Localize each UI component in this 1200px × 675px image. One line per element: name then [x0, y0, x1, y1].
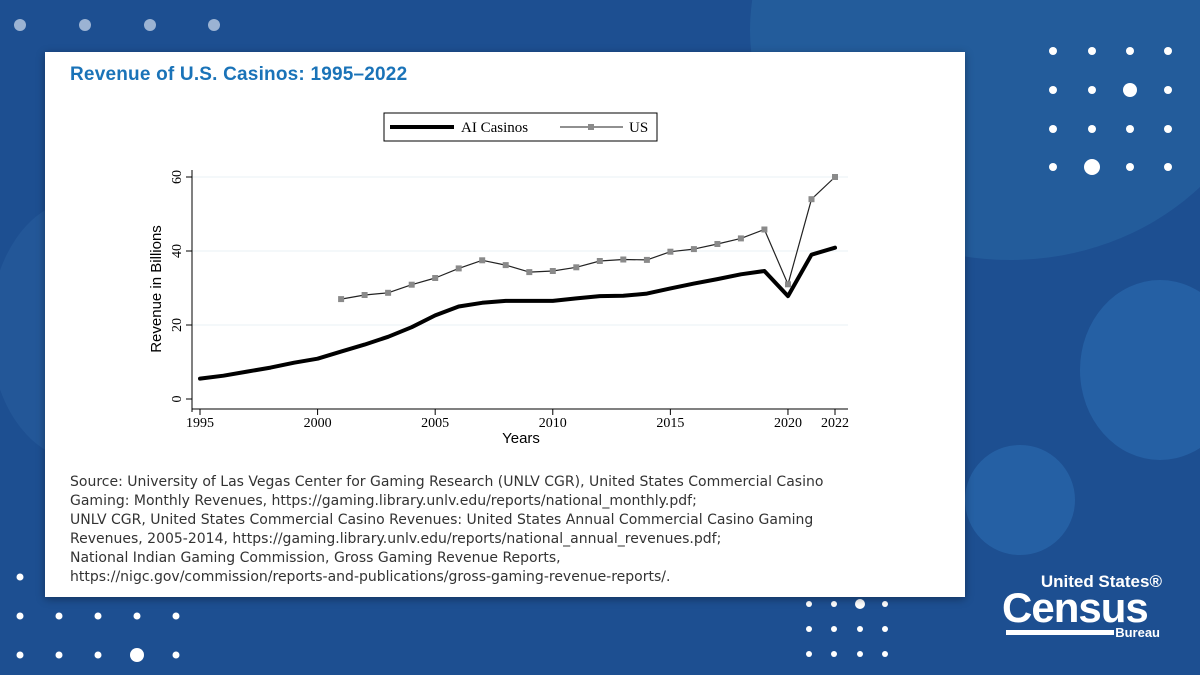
data-point-us — [761, 226, 768, 233]
y-axis-label: Revenue in Billions — [148, 225, 165, 353]
data-point-us — [690, 246, 697, 253]
data-point-us — [455, 265, 462, 272]
series-line-ai-casinos — [198, 245, 837, 381]
axes — [191, 170, 848, 412]
source-line: Revenues, 2005-2014, https://gaming.libr… — [70, 531, 722, 547]
chart-card: Revenue of U.S. Casinos: 1995–2022 0 20 40… — [45, 52, 965, 597]
source-line: https://nigc.gov/commission/reports-and-… — [70, 569, 671, 585]
data-point-us — [338, 296, 345, 303]
data-point-us — [737, 235, 744, 242]
ticks: 0 20 40 60 1995 2000 2005 2010 2015 2020 2022 — [170, 170, 849, 431]
data-point-us — [526, 269, 533, 276]
data-point-us — [667, 248, 674, 255]
legend: AI Casinos US — [383, 112, 658, 142]
data-point-us — [573, 264, 580, 271]
y-tick-label: 0 — [170, 396, 185, 403]
dot-grid-bottom-left — [16, 573, 180, 662]
logo-underline — [1006, 630, 1114, 635]
data-point-us — [361, 292, 368, 298]
source-line: Gaming: Monthly Revenues, https://gaming… — [70, 493, 697, 509]
logo-top-text: United States® — [1040, 572, 1162, 591]
data-point-us — [479, 257, 486, 264]
dot-grid-top-left — [14, 19, 220, 31]
data-point-us — [549, 268, 556, 274]
logo-sub-text: Bureau — [1115, 625, 1160, 640]
bg-circle — [1080, 280, 1200, 460]
data-point-us — [502, 262, 509, 269]
line-chart: 0 20 40 60 1995 2000 2005 2010 2015 2020 2022 Year… — [148, 112, 849, 447]
x-axis-label: Years — [502, 430, 540, 447]
data-point-us — [385, 289, 392, 296]
y-tick-label: 60 — [170, 170, 185, 184]
census-bureau-logo: United States® Census Bureau — [1000, 572, 1170, 644]
data-point-us — [808, 196, 815, 203]
dot-grid-right — [1049, 47, 1172, 175]
x-tick-label: 2000 — [304, 416, 332, 431]
data-point-us — [714, 241, 721, 247]
page-title: Revenue of U.S. Casinos: 1995–2022 — [70, 64, 408, 85]
data-point-us — [432, 275, 439, 281]
data-point-us — [643, 256, 650, 263]
x-tick-label: 2005 — [421, 416, 449, 431]
x-tick-label: 2022 — [821, 416, 849, 431]
data-point-us — [408, 281, 415, 288]
x-tick-label: 2010 — [539, 416, 567, 431]
source-line: National Indian Gaming Commission, Gross… — [70, 550, 561, 566]
data-point-us — [620, 256, 627, 263]
bg-circle — [965, 445, 1075, 555]
legend-label-ai-casinos: AI Casinos — [461, 120, 528, 136]
series — [198, 174, 838, 381]
dot-grid-bottom-right — [806, 599, 888, 657]
data-point-us — [832, 174, 838, 180]
x-tick-label: 1995 — [186, 416, 214, 431]
logo-main-text: Census — [1002, 584, 1149, 631]
data-point-us — [596, 258, 603, 264]
source-line: UNLV CGR, United States Commercial Casin… — [70, 512, 814, 528]
x-tick-label: 2020 — [774, 416, 802, 431]
grid-lines — [192, 176, 848, 326]
source-line: Source: University of Las Vegas Center f… — [70, 474, 824, 490]
legend-label-us: US — [629, 120, 648, 136]
data-point-us — [785, 281, 791, 288]
legend-marker-us — [588, 124, 594, 130]
x-tick-label: 2015 — [656, 416, 684, 431]
series-line-us — [340, 176, 836, 300]
y-tick-label: 20 — [170, 318, 185, 332]
source-note: Source: University of Las Vegas Center f… — [70, 473, 940, 587]
y-tick-label: 40 — [170, 244, 185, 258]
